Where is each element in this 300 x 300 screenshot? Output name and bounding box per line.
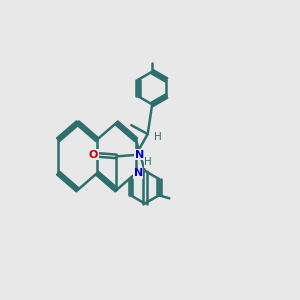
Text: N: N xyxy=(135,150,144,160)
Text: H: H xyxy=(144,157,152,167)
Text: O: O xyxy=(89,150,98,160)
Text: H: H xyxy=(154,132,162,142)
Text: N: N xyxy=(134,168,143,178)
